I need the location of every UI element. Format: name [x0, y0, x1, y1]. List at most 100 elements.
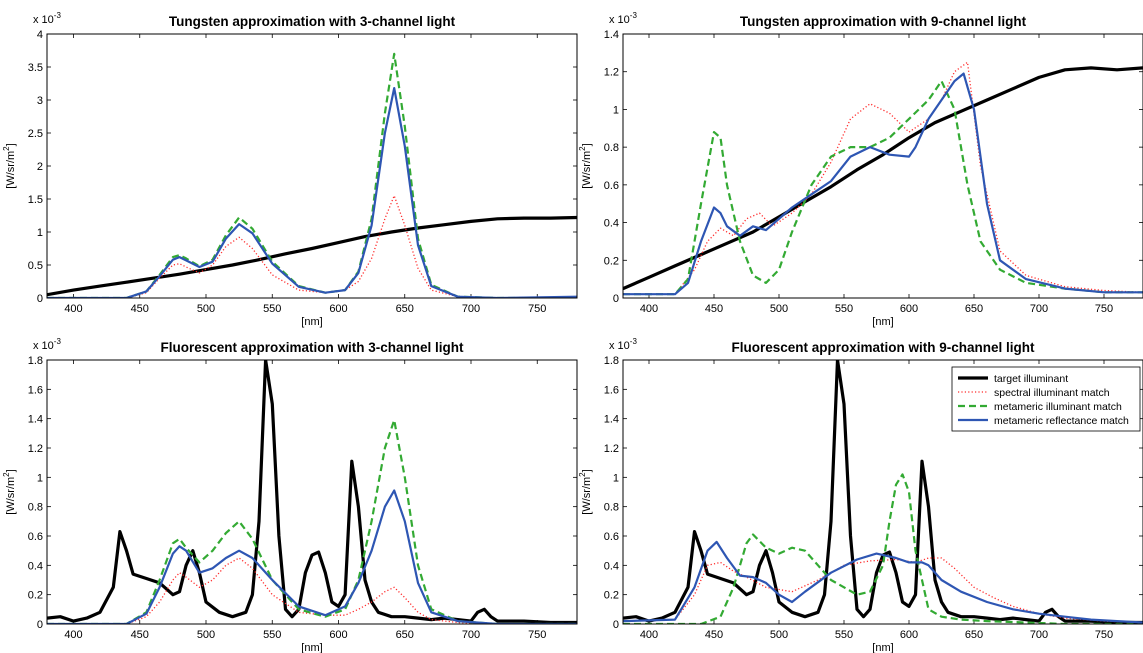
legend-label-metameric-illuminant-match: metameric illuminant match	[994, 401, 1122, 413]
x-tick-label: 650	[396, 629, 414, 641]
chart-title: Fluorescent approximation with 9-channel…	[731, 340, 1035, 355]
x-tick-label: 750	[528, 629, 546, 641]
plot-frame	[622, 359, 1143, 625]
y-tick-label: 0	[37, 293, 43, 305]
legend-label-spectral-illuminant-match: spectral illuminant match	[994, 387, 1110, 399]
chart-panel-3: Fluorescent approximation with 3-channel…	[2, 337, 578, 653]
x-tick-label: 650	[965, 629, 983, 641]
x-tick-label: 750	[1095, 629, 1113, 641]
series-line-metameric-illuminant-match	[47, 419, 577, 624]
x-tick-label: 600	[900, 303, 918, 315]
y-tick-label: 1	[37, 227, 43, 239]
x-tick-label: 550	[835, 629, 853, 641]
y-tick-label: 1.4	[604, 414, 619, 426]
series-group	[623, 61, 1143, 296]
x-tick-label: 600	[329, 303, 347, 315]
y-tick-label: 1.4	[28, 414, 43, 426]
x-tick-label: 700	[1030, 303, 1048, 315]
y-tick-label: 0.8	[604, 142, 619, 154]
x-tick-label: 650	[396, 303, 414, 315]
chart-title: Fluorescent approximation with 3-channel…	[160, 340, 464, 355]
x-tick-label: 700	[462, 303, 480, 315]
y-tick-label: 3.5	[28, 62, 43, 74]
x-tick-label: 700	[1030, 629, 1048, 641]
x-tick-label: 600	[329, 629, 347, 641]
x-tick-label: 500	[197, 629, 215, 641]
y-tick-label: 3	[37, 95, 43, 107]
y-tick-label: 0.6	[604, 531, 619, 543]
y-tick-label: 0.2	[604, 590, 619, 602]
x-axis-label: [nm]	[301, 642, 322, 653]
series-line-metameric-illuminant-match	[623, 79, 1143, 296]
x-tick-label: 450	[131, 629, 149, 641]
x-tick-label: 700	[462, 629, 480, 641]
legend-label-metameric-reflectance-match: metameric reflectance match	[994, 415, 1129, 427]
series-line-spectral-illuminant-match	[47, 557, 577, 624]
y-exponent-label: x 10-3	[33, 337, 61, 352]
y-tick-label: 0.2	[604, 255, 619, 267]
series-line-metameric-reflectance-match	[623, 72, 1143, 296]
y-axis-label: [W/sr/m2]	[578, 469, 593, 514]
y-tick-label: 0	[37, 619, 43, 631]
chart-title: Tungsten approximation with 3-channel li…	[169, 14, 456, 29]
y-tick-label: 0.4	[604, 560, 619, 572]
series-line-metameric-reflectance-match	[623, 540, 1143, 624]
y-tick-label: 1.6	[604, 384, 619, 396]
chart-panel-1: Tungsten approximation with 3-channel li…	[2, 11, 578, 328]
y-axis-label: [W/sr/m2]	[2, 143, 17, 188]
x-axis-label: [nm]	[872, 642, 893, 653]
y-tick-label: 1.6	[28, 384, 43, 396]
x-tick-label: 550	[835, 303, 853, 315]
y-tick-label: 0	[613, 619, 619, 631]
series-group	[47, 52, 577, 298]
y-tick-label: 4	[37, 29, 43, 41]
x-tick-label: 550	[263, 629, 281, 641]
x-tick-label: 400	[64, 303, 82, 315]
x-axis-label: [nm]	[872, 316, 893, 328]
x-tick-label: 750	[1095, 303, 1113, 315]
chart-panel-4: Fluorescent approximation with 9-channel…	[578, 337, 1143, 653]
y-tick-label: 1.2	[604, 67, 619, 79]
y-tick-label: 1.2	[604, 443, 619, 455]
series-line-target-illuminant	[47, 360, 577, 624]
x-tick-label: 450	[131, 303, 149, 315]
y-tick-label: 0	[613, 293, 619, 305]
x-tick-label: 500	[770, 629, 788, 641]
y-tick-label: 0.8	[28, 502, 43, 514]
y-tick-label: 1	[613, 104, 619, 116]
legend: target illuminant spectral illuminant mat…	[951, 366, 1141, 432]
x-tick-label: 600	[900, 629, 918, 641]
series-line-target-illuminant	[623, 66, 1143, 291]
x-tick-label: 550	[263, 303, 281, 315]
series-line-metameric-illuminant-match	[47, 52, 577, 298]
y-tick-label: 0.5	[28, 260, 43, 272]
series-line-metameric-reflectance-match	[47, 86, 577, 298]
plot-frame	[622, 33, 1143, 299]
chart-title: Tungsten approximation with 9-channel li…	[740, 14, 1027, 29]
plot-frame	[46, 33, 578, 299]
y-tick-label: 1.5	[28, 194, 43, 206]
series-group	[47, 360, 577, 624]
y-tick-label: 1	[613, 472, 619, 484]
y-axis-label: [W/sr/m2]	[578, 143, 593, 188]
y-tick-label: 2.5	[28, 128, 43, 140]
x-tick-label: 750	[528, 303, 546, 315]
chart-panel-2: Tungsten approximation with 9-channel li…	[578, 11, 1143, 328]
y-exponent-label: x 10-3	[33, 11, 61, 26]
legend-label-target-illuminant: target illuminant	[994, 373, 1068, 385]
series-line-metameric-reflectance-match	[47, 489, 577, 624]
y-tick-label: 1.8	[28, 355, 43, 367]
y-tick-label: 0.6	[604, 180, 619, 192]
series-line-spectral-illuminant-match	[47, 195, 577, 298]
x-tick-label: 500	[770, 303, 788, 315]
y-tick-label: 1.8	[604, 355, 619, 367]
series-group	[623, 360, 1143, 624]
y-axis-label: [W/sr/m2]	[2, 469, 17, 514]
y-tick-label: 0.4	[604, 218, 619, 230]
series-line-spectral-illuminant-match	[623, 61, 1143, 295]
series-line-spectral-illuminant-match	[623, 557, 1143, 624]
y-tick-label: 0.8	[604, 502, 619, 514]
x-tick-label: 650	[965, 303, 983, 315]
y-tick-label: 1.2	[28, 443, 43, 455]
